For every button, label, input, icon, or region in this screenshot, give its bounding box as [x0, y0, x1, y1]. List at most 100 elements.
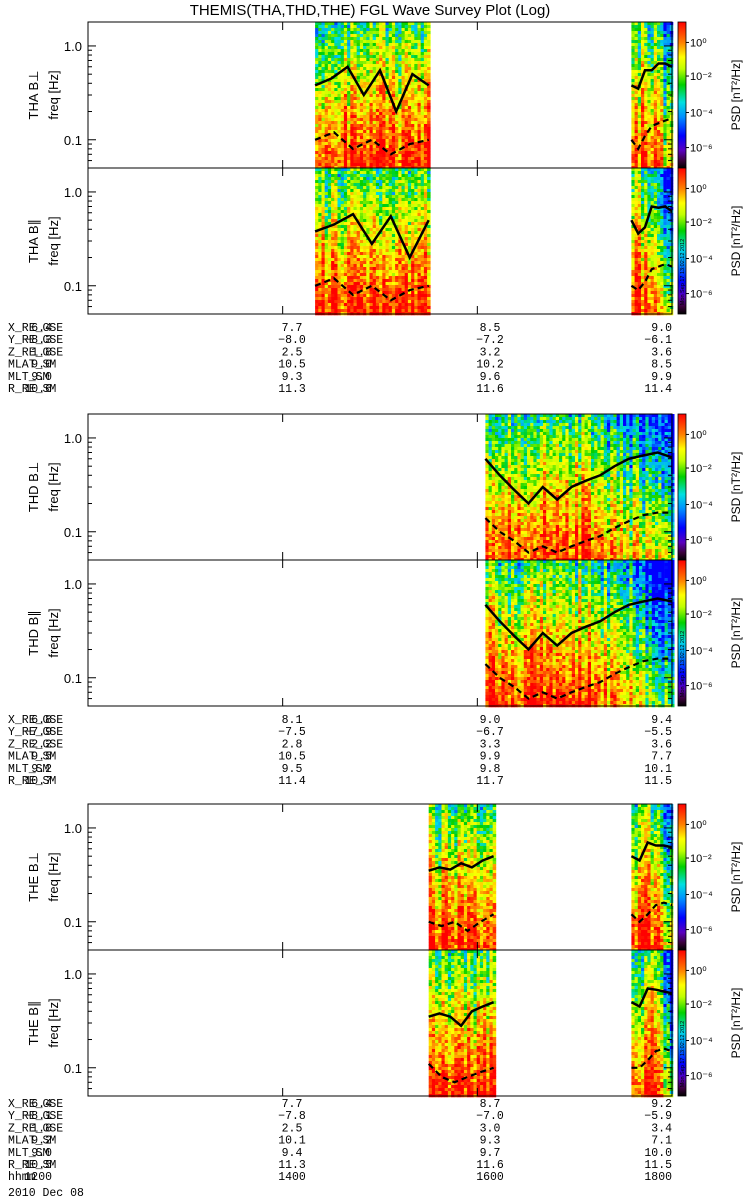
dashed-line — [314, 131, 429, 156]
ephemeris-value: 8.7 — [480, 1098, 501, 1111]
colorbar-label: PSD [nT²/Hz] — [729, 988, 743, 1059]
spectrogram-segment — [485, 560, 675, 708]
solid-line — [630, 62, 673, 91]
ephemeris-value: 10.6 — [24, 383, 52, 396]
freq-tick-label: 1.0 — [64, 431, 82, 446]
ephemeris-value: 9.0 — [480, 714, 501, 727]
ephemeris-value: 10.5 — [278, 359, 306, 372]
colorbar-tick-label: 10⁻⁴ — [690, 1036, 713, 1048]
colorbar-tick-label: 10⁻² — [690, 999, 712, 1011]
ephemeris-value: 8.1 — [282, 714, 303, 727]
ephemeris-row-label: X_RE_GSE — [8, 714, 63, 727]
dashed-line — [314, 277, 429, 302]
ephemeris-row-label: R_RE_SM — [8, 1159, 56, 1172]
ephemeris-value: −7.8 — [278, 1110, 306, 1123]
ephemeris-value: 11.6 — [476, 1159, 504, 1172]
freq-tick-label: 0.1 — [64, 525, 82, 540]
ephemeris-value: −7.5 — [278, 726, 306, 739]
freq-tick-label: 0.1 — [64, 1061, 82, 1076]
panel-thd-2: 1.0 0.1 THD B⊥ freq [Hz] 10⁰ 10⁻² 10⁻⁴ 10⁻⁶ PSD … — [26, 413, 743, 562]
panel-the-4: 1.0 0.1 THE B⊥ freq [Hz] 10⁰ 10⁻² 10⁻⁴ 10⁻⁶ PSD … — [26, 803, 743, 952]
solid-line — [314, 64, 430, 115]
colorbar-tick-label: 10⁰ — [690, 183, 707, 195]
ephemeris-row-label: MLAT_SM — [8, 751, 56, 764]
component-label: THD B⊥ — [26, 462, 41, 512]
colorbar-tick-label: 10⁰ — [690, 429, 707, 441]
dashed-line — [630, 901, 673, 924]
component-label: THE B∥ — [26, 1001, 41, 1046]
ephemeris-value: 10.5 — [278, 751, 306, 764]
ephemeris-row-label: X_RE_GSE — [8, 322, 63, 335]
colorbar-tick-label: 10⁻⁶ — [690, 925, 713, 937]
ephemeris-value: 6.8 — [31, 714, 52, 727]
colorbar — [677, 21, 687, 169]
ephemeris-value: 6.4 — [31, 1098, 52, 1111]
dashed-line — [427, 1063, 494, 1084]
colorbar-tick-label: 10⁻⁴ — [690, 500, 713, 512]
colorbar-tick-label: 10⁻² — [690, 217, 712, 229]
ephemeris-value: 9.0 — [31, 1147, 52, 1160]
ephemeris-value: 11.6 — [476, 383, 504, 396]
colorbar — [677, 559, 687, 707]
ephemeris-value: 11.4 — [644, 383, 672, 396]
ephemeris-value: 9.2 — [31, 1135, 52, 1148]
ephemeris-value: 2.5 — [282, 1122, 303, 1135]
colorbar-tick-label: 10⁻⁴ — [690, 108, 713, 120]
ylabel: freq [Hz] — [46, 216, 61, 265]
ephemeris-row-label: Z_RE_GSE — [8, 738, 63, 751]
ephemeris-value: 3.6 — [651, 346, 672, 359]
colorbar-tick-label: 10⁻⁶ — [690, 1071, 713, 1083]
dashed-line — [630, 262, 673, 292]
ephemeris-value: 11.5 — [644, 775, 672, 788]
colorbar-tick-label: 10⁻⁴ — [690, 646, 713, 658]
freq-tick-label: 0.1 — [64, 671, 82, 686]
timestamp-stamp: Mon Sep 17 13:02:12 2012 — [680, 631, 686, 697]
component-label: THE B⊥ — [26, 852, 41, 902]
ephemeris-value: 10.7 — [24, 775, 52, 788]
ephemeris-value: 9.4 — [651, 714, 672, 727]
colorbar — [677, 949, 687, 1097]
dashed-line — [630, 117, 673, 151]
ephemeris-value: 11.5 — [644, 1159, 672, 1172]
ephemeris-value: 10.1 — [278, 1135, 306, 1148]
ephemeris-value: 6.4 — [31, 322, 52, 335]
colorbar-label: PSD [nT²/Hz] — [729, 60, 743, 131]
colorbar-tick-label: 10⁻⁶ — [690, 143, 713, 155]
spectrogram-segment — [631, 168, 674, 316]
ephemeris-value: 9.3 — [282, 371, 303, 384]
ephemeris-row-label: hhmm — [8, 1171, 36, 1184]
ephemeris-value: 3.4 — [651, 1122, 672, 1135]
ephemeris-row-label: MLT_SM — [8, 763, 50, 776]
freq-tick-label: 1.0 — [64, 185, 82, 200]
ephemeris-value: 9.2 — [31, 763, 52, 776]
ephemeris-value: 1.8 — [31, 1122, 52, 1135]
ephemeris-row-label: Y_RE_GSE — [8, 334, 63, 347]
ephemeris-value: 11.4 — [278, 775, 306, 788]
solid-line — [630, 840, 673, 863]
ephemeris-value: 9.0 — [31, 371, 52, 384]
ephemeris-value: 9.6 — [480, 371, 501, 384]
colorbar-label: PSD [nT²/Hz] — [729, 598, 743, 669]
ephemeris-row-label: Z_RE_GSE — [8, 1122, 63, 1135]
panel-tha-1: 1.0 0.1 THA B∥ freq [Hz] 10⁰ 10⁻² 10⁻⁴ 10⁻⁶ PSD … — [26, 167, 743, 316]
panel-frame — [87, 803, 673, 951]
component-label: THD B∥ — [26, 610, 41, 656]
colorbar-tick-label: 10⁻⁶ — [690, 535, 713, 547]
panel-tha-0: 1.0 0.1 THA B⊥ freq [Hz] 10⁰ 10⁻² 10⁻⁴ 10⁻⁶ PSD … — [26, 21, 743, 170]
ephemeris-value: 11.7 — [476, 775, 504, 788]
ylabel: freq [Hz] — [46, 852, 61, 901]
solid-line — [630, 987, 673, 1009]
ephemeris-value: 1400 — [278, 1171, 306, 1184]
spectrogram-segment — [315, 168, 431, 316]
colorbar-tick-label: 10⁻⁶ — [690, 289, 713, 301]
colorbar-tick-label: 10⁻² — [690, 463, 712, 475]
colorbar-tick-label: 10⁻⁴ — [690, 254, 713, 266]
ephemeris-row-label: R_RE_SM — [8, 775, 56, 788]
ephemeris-value: 8.5 — [651, 359, 672, 372]
ephemeris-value: −5.5 — [644, 726, 672, 739]
ephemeris-value: 10.0 — [644, 1147, 672, 1160]
freq-tick-label: 1.0 — [64, 821, 82, 836]
freq-tick-label: 1.0 — [64, 39, 82, 54]
